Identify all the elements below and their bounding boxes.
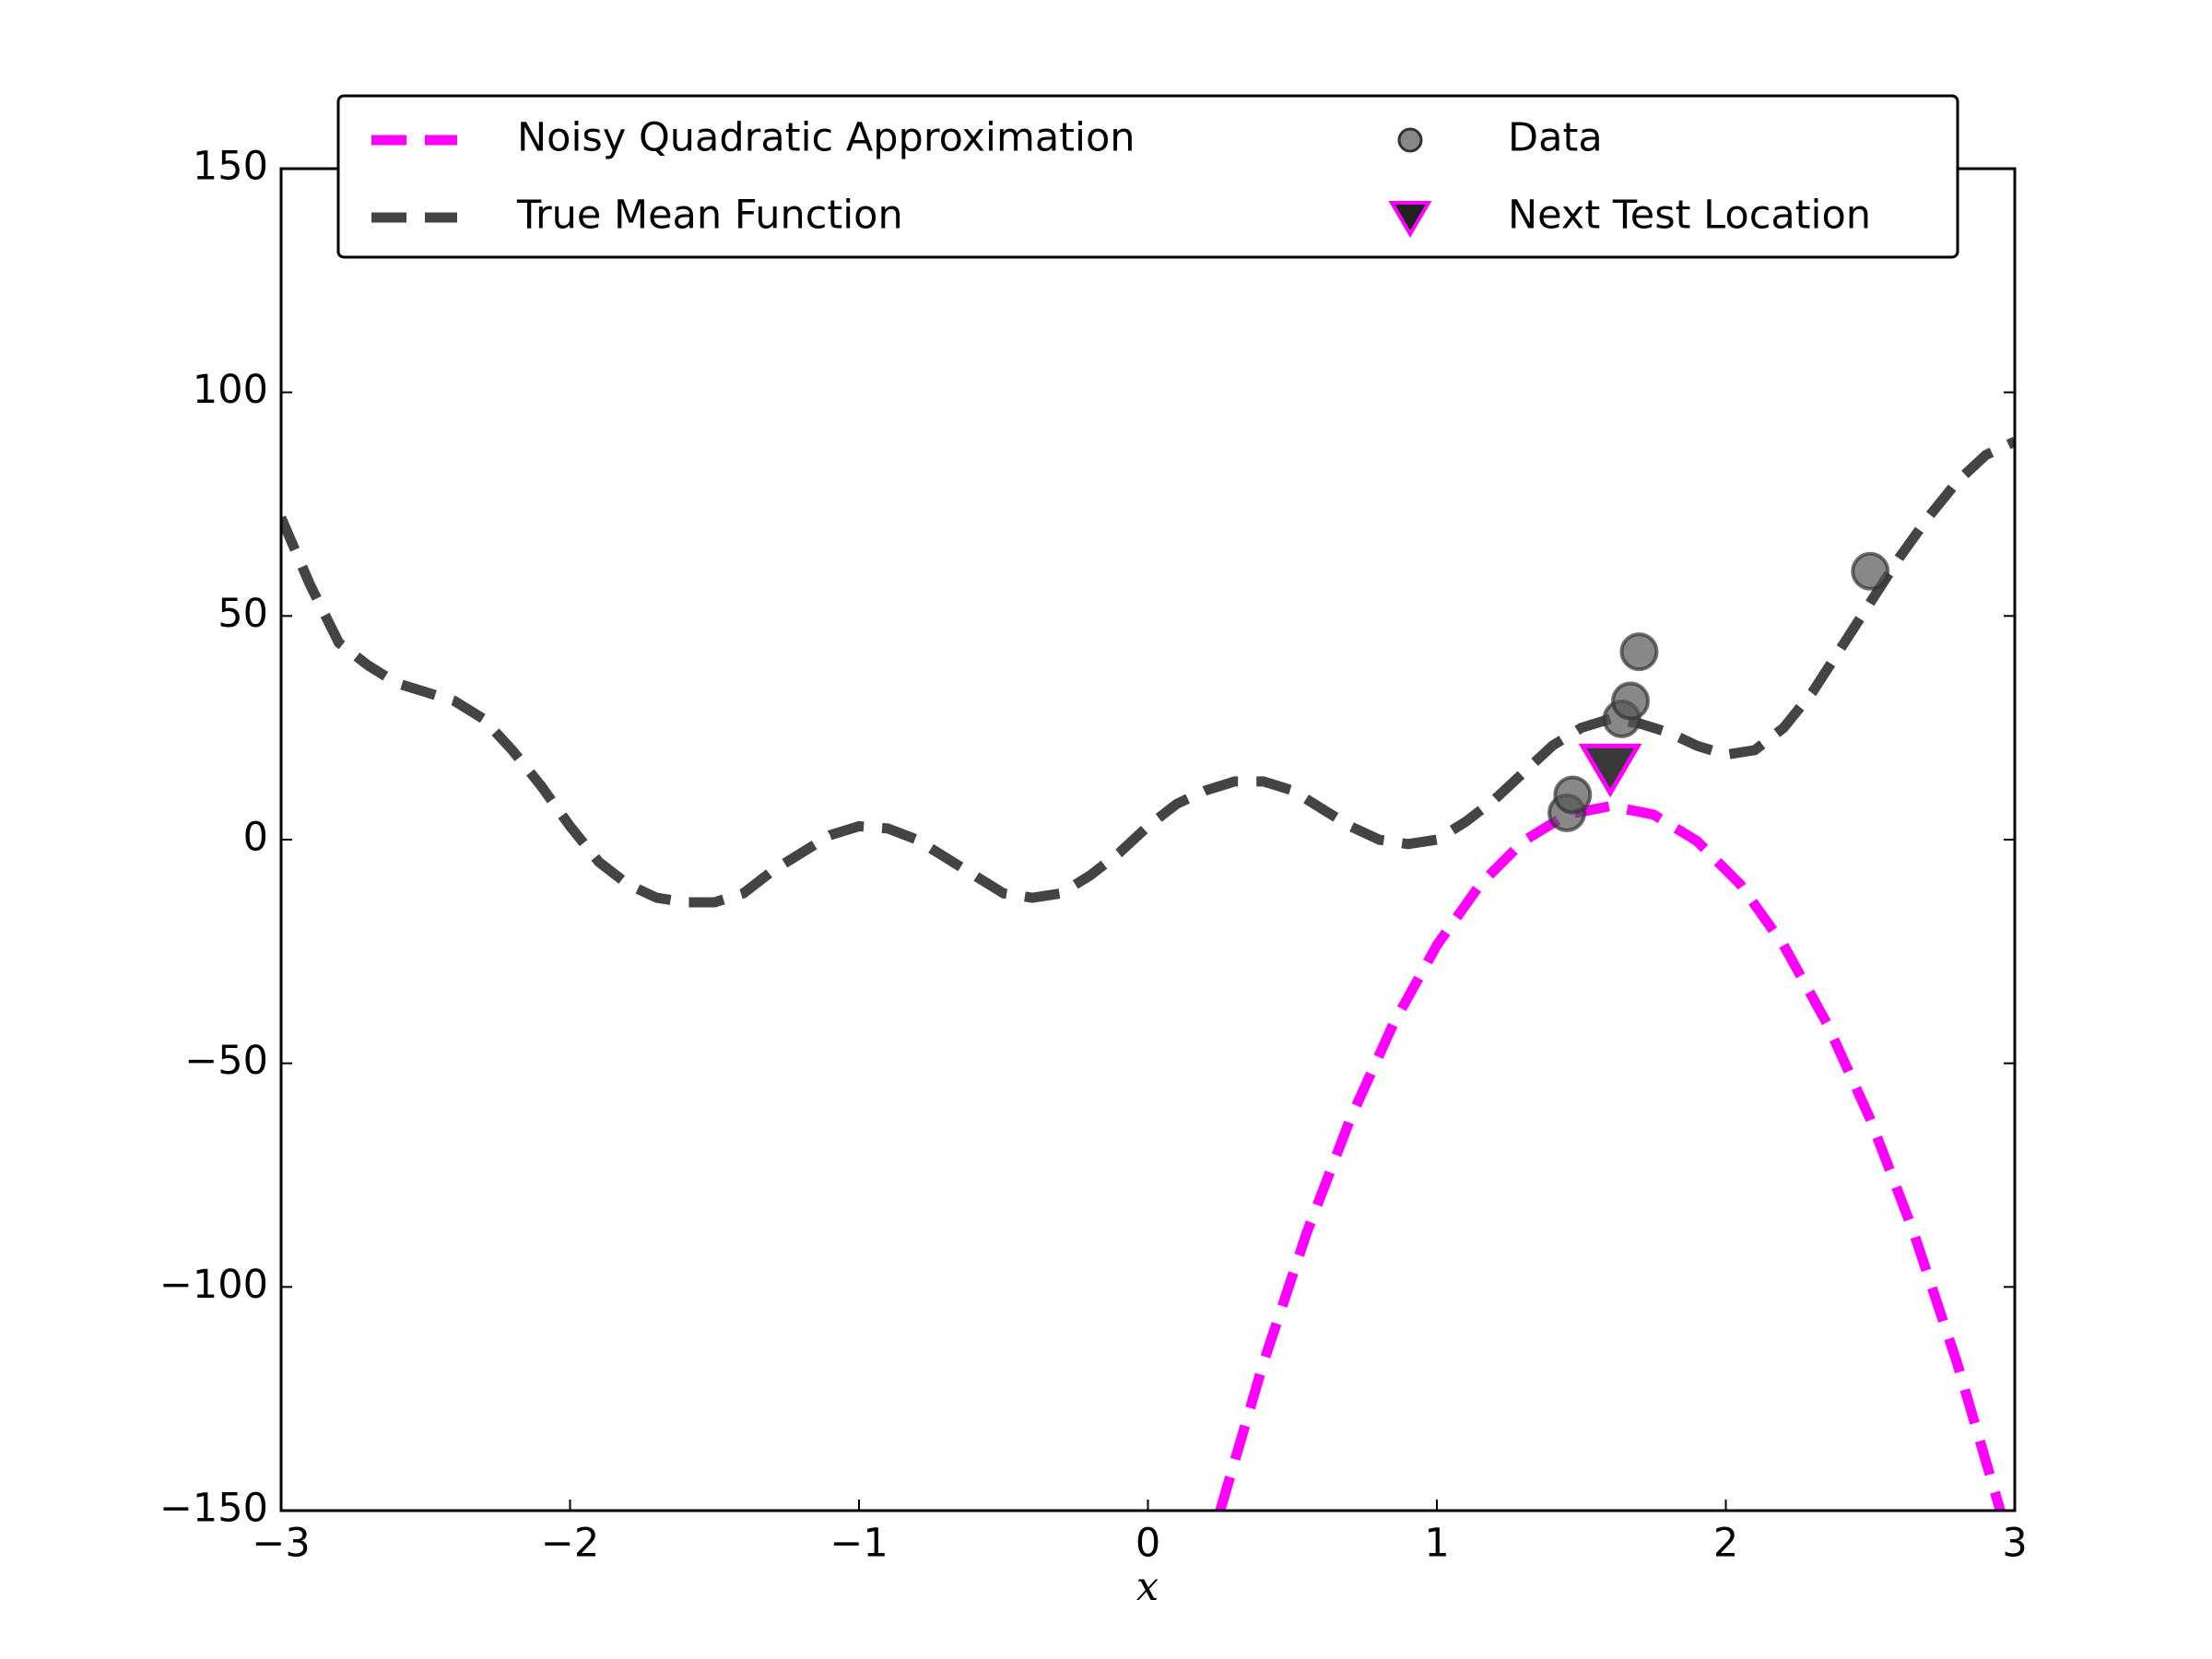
x-tick-label: 1: [1424, 1521, 1449, 1567]
y-tick-label: −50: [184, 1038, 268, 1084]
point: [1553, 775, 1593, 815]
legend-label: True Mean Function: [516, 193, 903, 239]
plot-area: [281, 437, 2015, 1511]
x-tick-label: 3: [2002, 1521, 2027, 1567]
y-tick-label: 0: [243, 815, 268, 861]
legend-swatch: [1397, 127, 1423, 153]
line: [1215, 800, 2006, 1511]
x-tick-label: −1: [830, 1521, 888, 1567]
legend: Noisy Quadratic Approximation True Mean F…: [336, 94, 1959, 259]
point: [1851, 551, 1890, 591]
legend-swatch: [1388, 201, 1432, 238]
y-tick-label: −100: [159, 1262, 268, 1308]
legend-label: Noisy Quadratic Approximation: [517, 115, 1135, 161]
point: [1619, 632, 1659, 672]
line: [281, 437, 2015, 908]
x-tick-label: −3: [252, 1521, 310, 1567]
y-tick-label: −150: [159, 1486, 268, 1532]
marker: [1578, 743, 1642, 798]
y-tick-label: 150: [193, 144, 268, 190]
y-tick-label: 100: [193, 367, 268, 413]
x-axis-label: x: [1136, 1564, 1159, 1610]
legend-label: Data: [1508, 115, 1603, 161]
point: [1611, 681, 1651, 721]
x-tick-label: −2: [541, 1521, 599, 1567]
legend-box: [336, 94, 1959, 259]
legend-label: Next Test Location: [1508, 193, 1871, 239]
x-tick-label: 2: [1713, 1521, 1738, 1567]
y-tick-label: 50: [218, 591, 268, 637]
x-tick-label: 0: [1135, 1521, 1160, 1567]
